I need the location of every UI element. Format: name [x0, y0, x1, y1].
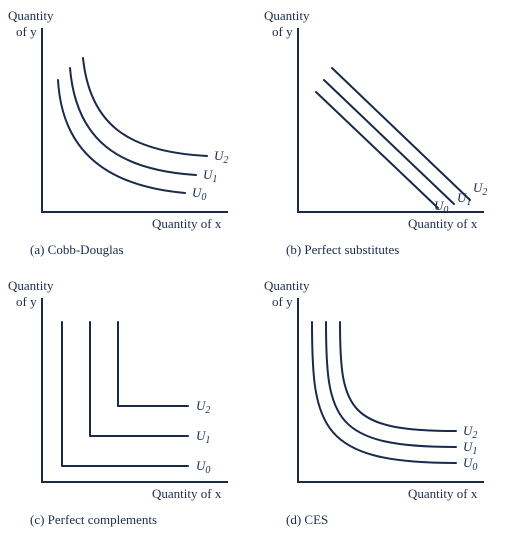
y-axis-label-line2: of y	[16, 294, 37, 309]
x-axis-label: Quantity of x	[152, 216, 222, 231]
y-axis-label-line1: Quantity	[8, 278, 54, 293]
y-axis-label-line1: Quantity	[8, 8, 54, 23]
panel-caption: (d) CES	[286, 512, 328, 527]
y-axis-label-line1: Quantity	[264, 278, 310, 293]
axes	[298, 28, 484, 212]
panel-d: Quantity of y U0 U1 U2 Quantity of x (d)…	[256, 270, 511, 539]
curve-u2	[332, 68, 470, 200]
label-u1: U1	[203, 167, 217, 185]
y-axis-label-line2: of y	[272, 24, 293, 39]
x-axis-label: Quantity of x	[408, 216, 478, 231]
label-u1: U1	[196, 428, 210, 446]
panel-b: Quantity of y U0 U1 U2 Quantity of x (b)…	[256, 0, 511, 270]
curve-u0	[316, 92, 438, 208]
panel-caption: (b) Perfect substitutes	[286, 242, 399, 257]
label-u0: U0	[192, 185, 206, 203]
panel-caption: (c) Perfect complements	[30, 512, 157, 527]
y-axis-label-line2: of y	[272, 294, 293, 309]
panel-c: Quantity of y U0 U1 U2 Quantity of x (c)…	[0, 270, 256, 539]
curve-u0	[62, 322, 188, 466]
curve-u2	[118, 322, 188, 406]
panel-b-svg: Quantity of y U0 U1 U2 Quantity of x (b)…	[256, 0, 511, 269]
panel-a: Quantity of y U0 U1 U2 Quantity of x (a)…	[0, 0, 256, 270]
label-u0: U0	[434, 198, 448, 216]
y-axis-label-line2: of y	[16, 24, 37, 39]
label-u0: U0	[196, 458, 210, 476]
curve-u1	[90, 322, 188, 436]
curve-u1	[324, 80, 454, 204]
curve-u2	[83, 58, 207, 156]
label-u0: U0	[463, 455, 477, 473]
y-axis-label-line1: Quantity	[264, 8, 310, 23]
axes	[42, 298, 228, 482]
label-u2: U2	[473, 180, 487, 198]
curve-u0	[58, 80, 185, 193]
label-u2: U2	[196, 398, 210, 416]
x-axis-label: Quantity of x	[152, 486, 222, 501]
panel-d-svg: Quantity of y U0 U1 U2 Quantity of x (d)…	[256, 270, 511, 539]
figure-grid: Quantity of y U0 U1 U2 Quantity of x (a)…	[0, 0, 511, 539]
x-axis-label: Quantity of x	[408, 486, 478, 501]
panel-caption: (a) Cobb-Douglas	[30, 242, 124, 257]
panel-c-svg: Quantity of y U0 U1 U2 Quantity of x (c)…	[0, 270, 255, 539]
panel-a-svg: Quantity of y U0 U1 U2 Quantity of x (a)…	[0, 0, 255, 269]
curve-u2	[340, 322, 456, 431]
label-u1: U1	[457, 190, 471, 208]
label-u2: U2	[214, 148, 228, 166]
